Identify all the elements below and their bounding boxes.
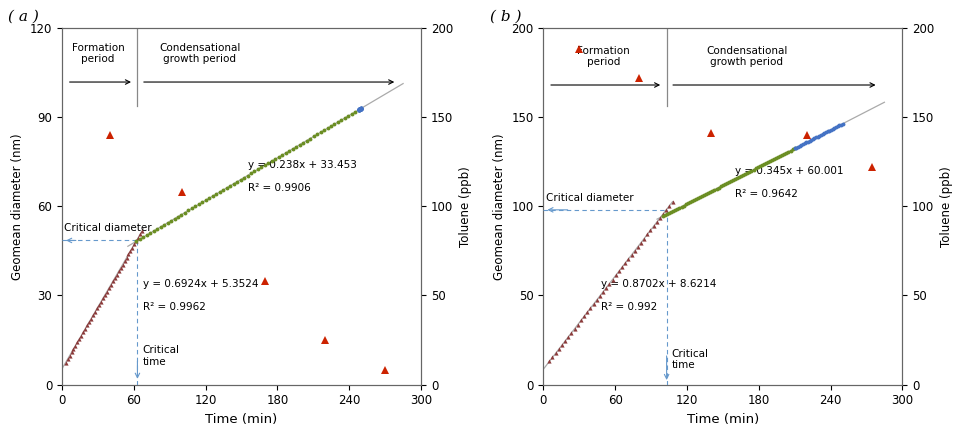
Text: Condensational
growth period: Condensational growth period (159, 43, 240, 64)
Y-axis label: Toluene (ppb): Toluene (ppb) (940, 166, 952, 246)
Text: Critical diameter: Critical diameter (546, 193, 633, 203)
Text: y = 0.8702x + 8.6214: y = 0.8702x + 8.6214 (601, 278, 716, 288)
Y-axis label: Toluene (ppb): Toluene (ppb) (459, 166, 471, 246)
Text: y = 0.6924x + 5.3524: y = 0.6924x + 5.3524 (144, 278, 259, 288)
Text: R² = 0.9642: R² = 0.9642 (735, 189, 797, 199)
Y-axis label: Geomean diameter (nm): Geomean diameter (nm) (12, 133, 24, 280)
Text: ( a ): ( a ) (9, 10, 40, 24)
Text: R² = 0.9962: R² = 0.9962 (144, 302, 206, 312)
Text: Formation
period: Formation period (71, 43, 124, 64)
Text: Condensational
growth period: Condensational growth period (706, 46, 788, 67)
Text: Critical
time: Critical time (143, 345, 179, 367)
Text: ( b ): ( b ) (490, 10, 521, 24)
Text: y = 0.345x + 60.001: y = 0.345x + 60.001 (735, 166, 844, 176)
X-axis label: Time (min): Time (min) (205, 413, 278, 426)
Text: Critical
time: Critical time (671, 349, 709, 370)
Y-axis label: Geomean diameter (nm): Geomean diameter (nm) (493, 133, 506, 280)
Text: y = 0.238x + 33.453: y = 0.238x + 33.453 (248, 160, 357, 170)
Text: Formation
period: Formation period (576, 46, 629, 67)
X-axis label: Time (min): Time (min) (686, 413, 759, 426)
Text: R² = 0.992: R² = 0.992 (601, 302, 657, 312)
Text: R² = 0.9906: R² = 0.9906 (248, 183, 310, 193)
Text: Critical diameter: Critical diameter (65, 223, 152, 233)
